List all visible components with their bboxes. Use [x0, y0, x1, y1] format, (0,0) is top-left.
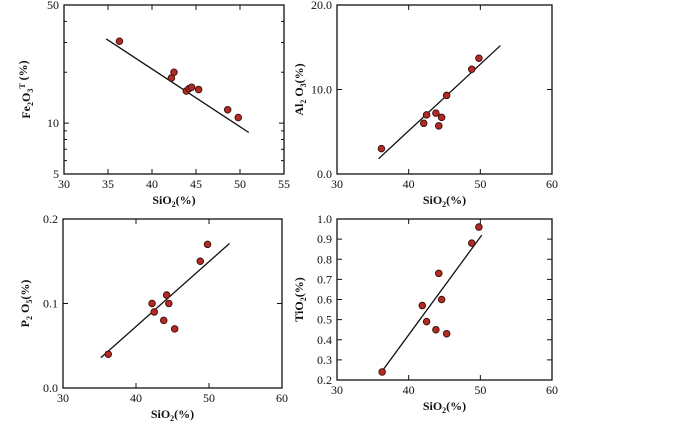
data-point [234, 113, 242, 122]
data-point [422, 317, 431, 326]
y-tick-label: 0.1 [43, 297, 58, 311]
x-tick-label: 40 [130, 391, 142, 405]
trend-line [105, 38, 250, 134]
data-point [203, 240, 212, 249]
y-tick-label: 0.0 [43, 381, 58, 395]
data-point [148, 299, 156, 308]
data-point [475, 223, 483, 231]
data-point [435, 122, 443, 130]
data-point [223, 105, 232, 114]
data-point [165, 299, 173, 308]
data-point [150, 308, 158, 316]
x-axis-label: SiO2(%) [423, 399, 466, 415]
data-point [162, 291, 171, 299]
x-tick-label: 50 [474, 177, 486, 191]
data-point [437, 113, 446, 122]
data-point [467, 239, 476, 247]
x-tick-label: 40 [403, 383, 415, 397]
x-tick-label: 30 [331, 383, 343, 397]
x-tick-label: 35 [102, 177, 114, 191]
y-axis-label: Fe2O3T (%) [16, 60, 35, 118]
y-tick-label: 0.9 [317, 232, 332, 246]
trend-line [100, 243, 230, 359]
y-tick-label: 0.0 [317, 167, 332, 181]
y-tick-label: 10 [47, 116, 59, 130]
x-tick-label: 40 [403, 177, 415, 191]
y-tick-label: 0.2 [43, 212, 58, 226]
x-tick-label: 30 [57, 391, 69, 405]
x-tick-label: 45 [190, 177, 202, 191]
x-axis-label: SiO2(%) [423, 193, 466, 209]
data-point [435, 269, 443, 278]
y-tick-label: 1.0 [317, 212, 332, 226]
data-point [419, 119, 428, 128]
data-point [196, 257, 204, 266]
y-tick-label: 0.2 [317, 373, 332, 387]
data-point [104, 350, 113, 358]
data-point [378, 368, 386, 376]
y-tick-label: 20.0 [311, 0, 332, 12]
x-tick-label: 55 [278, 177, 290, 191]
x-tick-label: 60 [546, 177, 558, 191]
y-tick-label: 0.5 [317, 313, 332, 327]
x-axis-label: SiO2(%) [151, 407, 194, 423]
y-axis-label: TiO2(%) [292, 277, 308, 321]
trend-line [379, 234, 483, 375]
data-point [442, 91, 451, 100]
x-tick-label: 40 [146, 177, 158, 191]
panel-tio2: 30 40 50 60 0.2 0.3 0.4 0.5 0.6 0.7 0.8 0.9 1.0 SiO2(… [292, 212, 558, 415]
y-tick-label: 0.3 [317, 353, 332, 367]
y-tick-label: 0.4 [317, 333, 332, 347]
panel-al2o3: 30 40 50 60 0.0 10.0 20.0 SiO2(%) Al2 O3(%) [292, 0, 558, 209]
data-point [194, 85, 203, 94]
data-point [422, 111, 431, 119]
plot-frame [336, 4, 553, 175]
data-point [159, 316, 168, 325]
data-point [418, 301, 427, 310]
y-tick-label: 10.0 [311, 83, 332, 97]
data-point [432, 109, 440, 117]
y-tick-label: 5 [53, 167, 59, 181]
x-tick-label: 30 [58, 177, 70, 191]
data-point [187, 83, 196, 92]
data-point [467, 65, 476, 73]
data-point [475, 54, 483, 62]
data-point [170, 325, 179, 333]
plot-frame [63, 4, 285, 175]
data-point [377, 144, 386, 153]
y-tick-label: 0.8 [317, 252, 332, 266]
data-point [115, 37, 124, 46]
x-tick-label: 50 [474, 383, 486, 397]
y-axis-label: Al2 O3(%) [292, 63, 308, 115]
y-tick-label: 0.7 [317, 272, 332, 286]
y-axis-label: P2 O5(%) [18, 280, 34, 328]
data-point [442, 329, 451, 338]
x-tick-label: 50 [203, 391, 215, 405]
data-point [432, 325, 440, 334]
panel-p2o5: 30 40 50 60 0.0 0.1 0.2 SiO2(%) P2 O5(%) [18, 212, 288, 423]
y-tick-label: 50 [47, 0, 59, 12]
data-point [170, 68, 178, 77]
x-tick-label: 50 [234, 177, 246, 191]
y-tick-label: 0.6 [317, 293, 332, 307]
x-tick-label: 60 [276, 391, 288, 405]
x-axis-label: SiO2(%) [152, 193, 195, 209]
data-point [437, 295, 446, 304]
x-tick-label: 60 [546, 383, 558, 397]
trend-line [378, 45, 501, 160]
x-tick-label: 30 [331, 177, 343, 191]
